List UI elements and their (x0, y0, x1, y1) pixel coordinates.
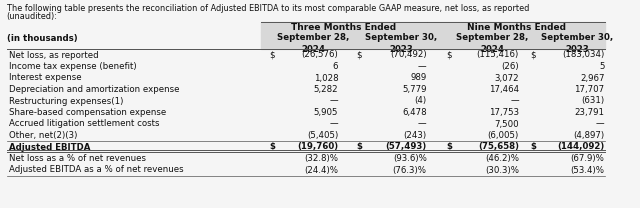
Text: (144,092): (144,092) (557, 142, 604, 151)
Text: Depreciation and amortization expense: Depreciation and amortization expense (8, 85, 179, 94)
Text: —: — (596, 120, 604, 129)
Text: Net loss, as reported: Net loss, as reported (8, 51, 98, 59)
Text: 5,905: 5,905 (314, 108, 339, 117)
Text: Interest expense: Interest expense (8, 73, 81, 83)
Text: (6,005): (6,005) (488, 131, 519, 140)
Text: September 30,
2023: September 30, 2023 (365, 33, 437, 54)
Text: $: $ (531, 51, 536, 59)
Text: 17,753: 17,753 (489, 108, 519, 117)
Text: Adjusted EBITDA: Adjusted EBITDA (8, 142, 90, 151)
Text: $: $ (356, 142, 362, 151)
Text: —: — (418, 120, 427, 129)
Text: —: — (330, 120, 339, 129)
Text: (4,897): (4,897) (573, 131, 604, 140)
Text: (53.4)%: (53.4)% (570, 166, 604, 175)
Text: (46.2)%: (46.2)% (485, 154, 519, 163)
Text: Share-based compensation expense: Share-based compensation expense (8, 108, 166, 117)
Bar (427, 22, 605, 32)
Text: $: $ (269, 142, 275, 151)
Bar (261, 22, 427, 32)
Text: $: $ (531, 142, 536, 151)
Text: (30.3)%: (30.3)% (485, 166, 519, 175)
Text: 3,072: 3,072 (494, 73, 519, 83)
Text: $: $ (356, 51, 362, 59)
Text: (unaudited):: (unaudited): (6, 12, 58, 21)
Text: (183,034): (183,034) (562, 51, 604, 59)
Text: —: — (418, 62, 427, 71)
Text: (26,576): (26,576) (301, 51, 339, 59)
Text: —: — (330, 97, 339, 105)
Text: 2,967: 2,967 (580, 73, 604, 83)
Text: The following table presents the reconciliation of Adjusted EBITDA to its most c: The following table presents the reconci… (6, 4, 529, 13)
Text: $: $ (447, 142, 452, 151)
Text: (67.9)%: (67.9)% (570, 154, 604, 163)
Text: (19,760): (19,760) (297, 142, 339, 151)
Text: Other, net(2)(3): Other, net(2)(3) (8, 131, 77, 140)
Text: 17,707: 17,707 (574, 85, 604, 94)
Text: (32.8)%: (32.8)% (304, 154, 339, 163)
Text: 1,028: 1,028 (314, 73, 339, 83)
Text: (5,405): (5,405) (307, 131, 339, 140)
Text: (57,493): (57,493) (385, 142, 427, 151)
Text: Restructuring expenses(1): Restructuring expenses(1) (8, 97, 123, 105)
Text: (243): (243) (404, 131, 427, 140)
Text: 5,282: 5,282 (314, 85, 339, 94)
Text: (4): (4) (415, 97, 427, 105)
Text: 5,779: 5,779 (402, 85, 427, 94)
Text: (76.3)%: (76.3)% (393, 166, 427, 175)
Text: (24.4)%: (24.4)% (304, 166, 339, 175)
Text: September 30,
2023: September 30, 2023 (541, 33, 613, 54)
Text: —: — (510, 97, 519, 105)
Text: 7,500: 7,500 (494, 120, 519, 129)
Text: Three Months Ended: Three Months Ended (291, 24, 397, 32)
Text: Income tax expense (benefit): Income tax expense (benefit) (8, 62, 136, 71)
Text: (26): (26) (501, 62, 519, 71)
Text: 989: 989 (410, 73, 427, 83)
Text: (93.6)%: (93.6)% (393, 154, 427, 163)
Text: (in thousands): (in thousands) (6, 33, 77, 42)
Text: (70,492): (70,492) (390, 51, 427, 59)
Text: (631): (631) (581, 97, 604, 105)
Text: $: $ (447, 51, 452, 59)
Text: 6: 6 (333, 62, 339, 71)
Text: 23,791: 23,791 (574, 108, 604, 117)
Text: $: $ (269, 51, 275, 59)
Text: Nine Months Ended: Nine Months Ended (467, 24, 566, 32)
Text: Adjusted EBITDA as a % of net revenues: Adjusted EBITDA as a % of net revenues (8, 166, 183, 175)
Text: Net loss as a % of net revenues: Net loss as a % of net revenues (8, 154, 145, 163)
Text: 6,478: 6,478 (402, 108, 427, 117)
Text: September 28,
2024: September 28, 2024 (456, 33, 529, 54)
Text: (75,658): (75,658) (478, 142, 519, 151)
Text: 17,464: 17,464 (489, 85, 519, 94)
Text: 5: 5 (599, 62, 604, 71)
Text: Accrued litigation settlement costs: Accrued litigation settlement costs (8, 120, 159, 129)
Text: September 28,
2024: September 28, 2024 (277, 33, 349, 54)
Text: (115,416): (115,416) (477, 51, 519, 59)
Bar (261, 32, 605, 49)
